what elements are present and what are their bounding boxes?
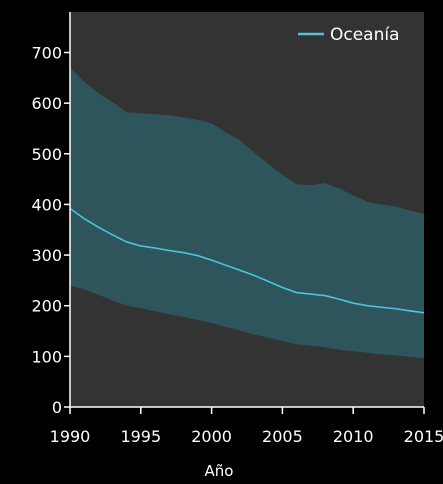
y-tick-label: 700 (31, 44, 62, 63)
legend: Oceanía (298, 25, 400, 45)
x-tick-label: 2010 (333, 427, 374, 446)
x-axis-ticks: 1990 1995 2000 2005 2010 2015 (50, 407, 443, 446)
y-tick-label: 100 (31, 347, 62, 366)
x-axis-title: Año (205, 462, 234, 480)
y-tick-label: 200 (31, 297, 62, 316)
uncertainty-band-oceania (70, 67, 424, 359)
uncertainty-band-layer (70, 67, 424, 359)
y-tick-label: 300 (31, 246, 62, 265)
y-tick-label: 500 (31, 145, 62, 164)
x-tick-label: 1995 (120, 427, 161, 446)
y-tick-label: 400 (31, 195, 62, 214)
legend-label-oceania: Oceanía (330, 25, 400, 45)
y-tick-label: 0 (52, 398, 62, 417)
axes (69, 12, 424, 408)
x-tick-label: 2000 (191, 427, 232, 446)
y-axis-ticks: 0 100 200 300 400 500 600 700 (31, 44, 70, 417)
x-tick-label: 2005 (262, 427, 303, 446)
x-tick-label: 1990 (50, 427, 91, 446)
series-line-oceania (69, 207, 425, 314)
y-tick-label: 600 (31, 94, 62, 113)
series-line-layer (69, 207, 425, 314)
x-tick-label: 2015 (404, 427, 443, 446)
